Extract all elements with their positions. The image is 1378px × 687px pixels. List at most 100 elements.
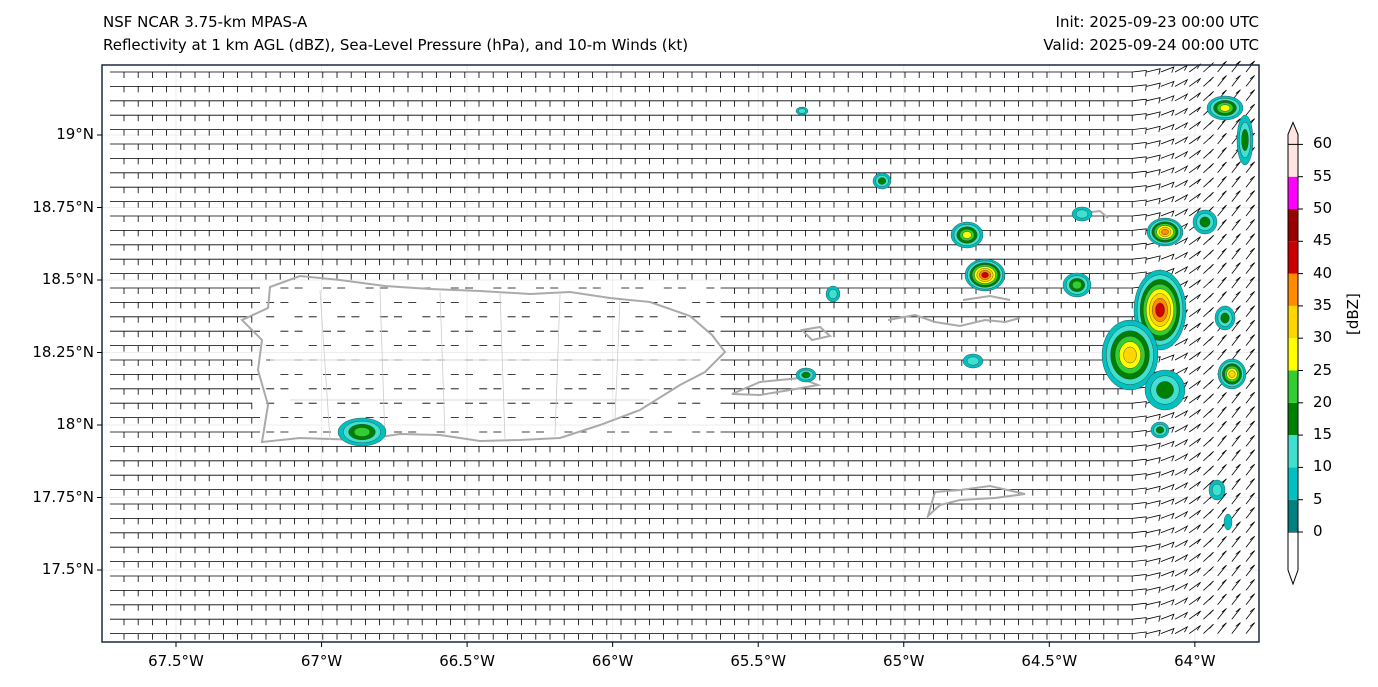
- colorbar-under-arrow: [1287, 531, 1299, 586]
- colorbar-segment: [1288, 273, 1298, 306]
- lat-tick-label: 17.5°N: [41, 560, 94, 578]
- reflectivity-contour: [1199, 216, 1211, 228]
- wind-barbs: [110, 60, 1256, 640]
- wind-barb-row: [110, 190, 1256, 208]
- colorbar-tick-label: 5: [1313, 489, 1323, 508]
- reflectivity-contour: [1211, 483, 1222, 497]
- valid-time: Valid: 2025-09-24 00:00 UTC: [1043, 36, 1259, 54]
- colorbar-tick-label: 60: [1313, 134, 1333, 153]
- colorbar-tick-label: 55: [1313, 166, 1333, 185]
- colorbar-segment: [1288, 499, 1298, 532]
- colorbar-segment: [1288, 435, 1298, 468]
- colorbar-over-arrow: [1287, 121, 1299, 145]
- wind-barb-row: [110, 507, 1256, 525]
- wind-barb-row: [110, 247, 1256, 266]
- reflectivity-contour: [1155, 302, 1165, 318]
- wind-barb-row: [110, 622, 1256, 640]
- wind-barb-row: [110, 420, 1256, 438]
- colorbar-tick-label: 40: [1313, 263, 1333, 282]
- wind-barb-row: [110, 75, 1256, 93]
- wind-barb-row: [110, 363, 1256, 381]
- colorbar-tick-label: 20: [1313, 392, 1333, 411]
- lon-tick-label: 65.5°W: [730, 652, 787, 670]
- lon-tick-label: 64.5°W: [1021, 652, 1078, 670]
- reflectivity-contour: [1223, 513, 1233, 531]
- coastlines: [240, 209, 1109, 520]
- wind-barb-row: [110, 593, 1256, 611]
- wind-barb-row: [110, 564, 1256, 582]
- fields-title: Reflectivity at 1 km AGL (dBZ), Sea-Leve…: [103, 36, 689, 54]
- lon-tick-label: 66.5°W: [439, 652, 495, 670]
- vieques-coast: [731, 376, 822, 397]
- reflectivity-contour: [1161, 228, 1169, 235]
- reflectivity-contour: [1155, 426, 1165, 434]
- wind-barb-row: [110, 449, 1256, 467]
- wind-barb-row: [110, 377, 1256, 395]
- lat-tick-label: 17.75°N: [32, 487, 94, 506]
- colorbar-segment: [1288, 144, 1298, 177]
- municipality-borders: [270, 289, 700, 441]
- init-time: Init: 2025-09-23 00:00 UTC: [1055, 13, 1259, 31]
- wind-barb-row: [110, 435, 1256, 453]
- wind-barb-row: [110, 535, 1256, 554]
- lon-tick-label: 67.5°W: [148, 652, 204, 670]
- colorbar-segment: [1288, 467, 1298, 500]
- map-frame: [101, 64, 1260, 643]
- reflectivity-contour: [1156, 381, 1174, 399]
- st-croix-coast: [926, 484, 1026, 520]
- colorbar-segment: [1288, 338, 1298, 371]
- lon-tick-label: 64°W: [1174, 652, 1216, 670]
- lat-tick-label: 19°N: [56, 125, 94, 143]
- reflectivity-contour: [966, 356, 980, 366]
- reflectivity-cells: [337, 95, 1254, 531]
- reflectivity-contour: [1228, 370, 1236, 378]
- wind-barb-row: [110, 219, 1256, 237]
- model-title: NSF NCAR 3.75-km MPAS-A: [103, 13, 308, 31]
- wind-barb-row: [110, 579, 1256, 597]
- wind-barb-row: [110, 348, 1256, 366]
- reflectivity-contour: [981, 271, 989, 279]
- reflectivity-contour: [1220, 312, 1230, 324]
- wind-barb-row: [110, 319, 1256, 338]
- colorbar-segment: [1288, 176, 1298, 209]
- colorbar-tick-label: 10: [1313, 457, 1333, 476]
- wind-barb-row: [110, 262, 1256, 280]
- lat-tick-label: 18.25°N: [32, 342, 94, 361]
- wind-barb-row: [110, 132, 1256, 150]
- wind-barb-row: [110, 103, 1256, 122]
- lon-tick-label: 65°W: [883, 652, 925, 670]
- colorbar-segment: [1288, 370, 1298, 403]
- wind-barb-row: [110, 118, 1256, 136]
- wind-barb-row: [110, 204, 1256, 222]
- reflectivity-contour: [1072, 280, 1082, 290]
- wind-barb-row: [110, 60, 1256, 78]
- wind-barb-row: [110, 492, 1256, 510]
- colorbar-tick-label: 15: [1313, 425, 1333, 444]
- wind-barb-row: [110, 175, 1256, 194]
- gridlines: [102, 65, 1259, 642]
- wind-barb-row: [110, 161, 1256, 179]
- colorbar-segment: [1288, 305, 1298, 339]
- reflectivity-contour: [1241, 129, 1249, 151]
- reflectivity-contour: [828, 289, 838, 300]
- reflectivity-contour: [1075, 209, 1089, 219]
- wind-barb-row: [110, 147, 1256, 165]
- culebra-coast: [799, 325, 833, 342]
- colorbar-segment: [1288, 402, 1298, 436]
- colorbar: [1287, 121, 1303, 586]
- reflectivity-contour: [798, 108, 806, 114]
- wind-barb-row: [110, 521, 1256, 539]
- reflectivity-contour: [877, 177, 887, 185]
- wind-barb-row: [110, 89, 1256, 107]
- colorbar-segment: [1288, 241, 1298, 274]
- wind-barb-row: [110, 478, 1256, 496]
- wind-barb-row: [110, 463, 1256, 482]
- colorbar-tick-label: 25: [1313, 360, 1333, 379]
- puerto-rico-coast: [240, 274, 727, 444]
- wind-barb-row: [110, 391, 1256, 410]
- reflectivity-contour: [1123, 346, 1137, 364]
- lat-tick-label: 18°N: [56, 415, 94, 433]
- wind-barb-row: [110, 233, 1256, 251]
- colorbar-tick-label: 0: [1313, 522, 1323, 540]
